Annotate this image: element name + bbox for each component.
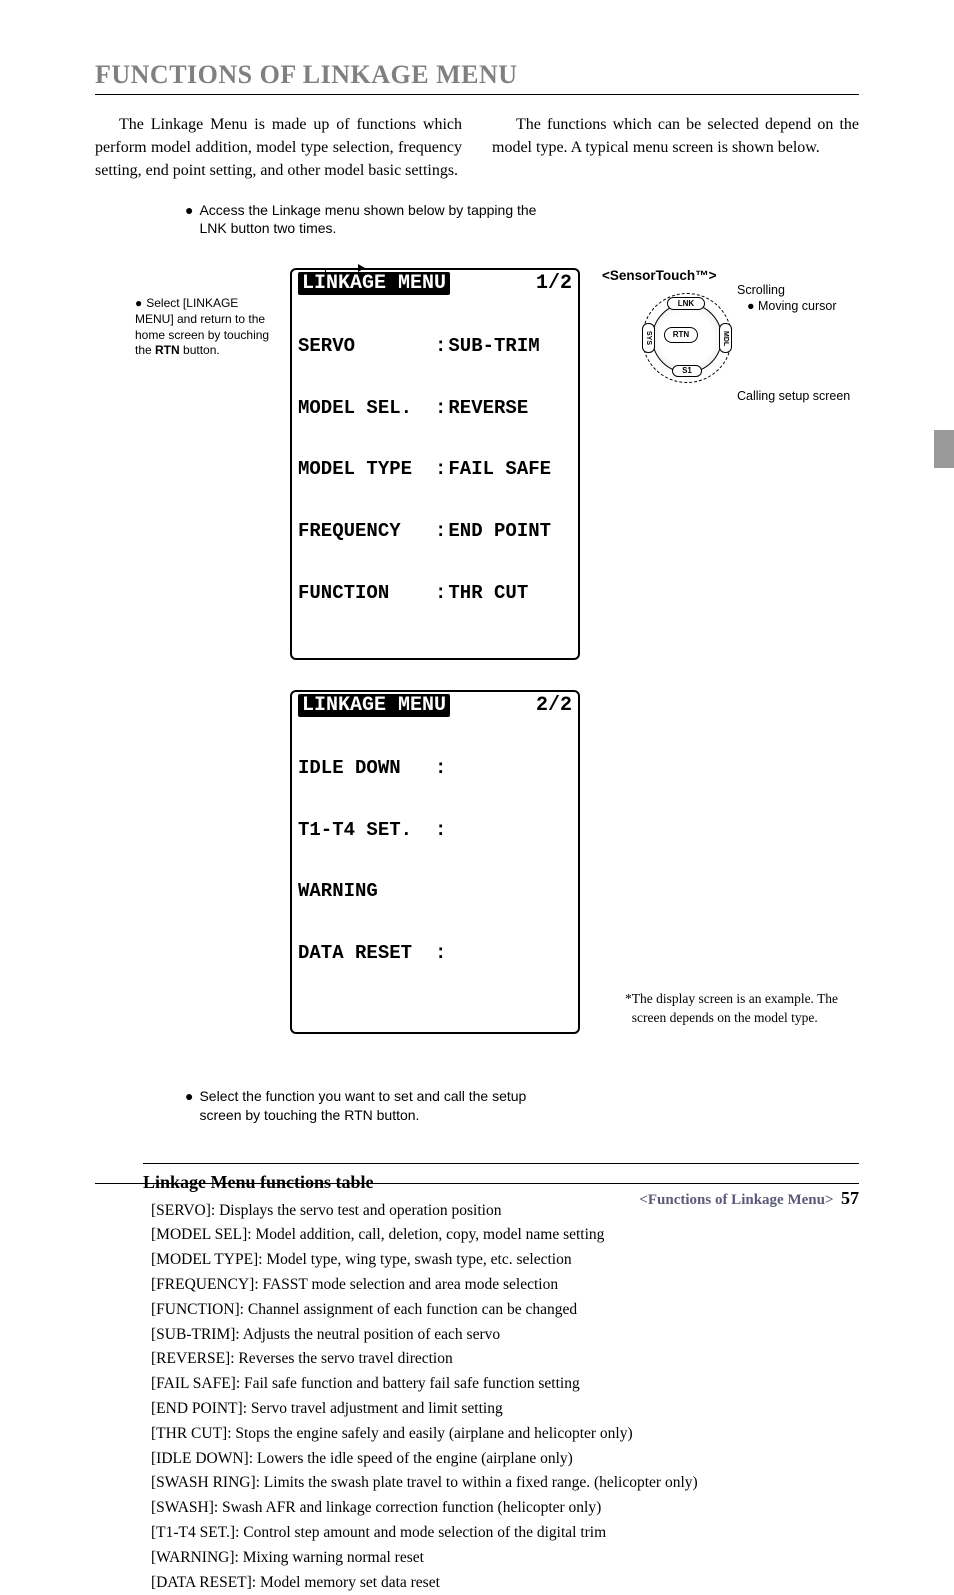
lcd2-l1: T1-T4 SET. (298, 820, 433, 841)
lnk-button-icon: LNK (667, 297, 705, 310)
func-item: [SUB-TRIM]: Adjusts the neutral position… (151, 1323, 859, 1348)
note-access-text: Access the Linkage menu shown below by t… (199, 201, 545, 239)
intro-col-left: The Linkage Menu is made up of functions… (95, 113, 462, 183)
intro-col-right: The functions which can be selected depe… (492, 113, 859, 183)
screen-row-1: ●Select [LINKAGE MENU] and return to the… (95, 268, 859, 660)
page-tab-marker (934, 430, 954, 468)
lcd1-r2: FAIL SAFE (448, 458, 551, 480)
lcd2-header: LINKAGE MENU 2/2 (292, 692, 578, 717)
func-item: [SWASH]: Swash AFR and linkage correctio… (151, 1496, 859, 1521)
note-return-post: button. (180, 343, 220, 357)
s1-button-icon: S1 (672, 365, 702, 377)
lcd1-l2: MODEL TYPE (298, 459, 433, 480)
lcd2-page: 2/2 (536, 694, 572, 717)
func-item: [END POINT]: Servo travel adjustment and… (151, 1397, 859, 1422)
lcd1-page: 1/2 (536, 272, 572, 295)
mdl-button-icon: MDL (719, 323, 732, 353)
intro-columns: The Linkage Menu is made up of functions… (95, 113, 859, 183)
note-select-function: ● Select the function you want to set an… (185, 1087, 565, 1125)
note-access: ● Access the Linkage menu shown below by… (185, 201, 545, 239)
lcd2-l2: WARNING (298, 881, 433, 902)
func-item: [WARNING]: Mixing warning normal reset (151, 1546, 859, 1571)
lcd2-l0: IDLE DOWN (298, 758, 433, 779)
bullet-icon: ● (185, 201, 193, 239)
lcd1-r4: THR CUT (448, 582, 528, 604)
sensortouch-diagram: LNK RTN S1 SYS MDL Scrolling ● Moving cu… (602, 285, 772, 405)
label-calling-setup: Calling setup screen (737, 389, 850, 403)
note-return-bold: RTN (155, 343, 180, 357)
rtn-button-icon: RTN (664, 327, 698, 343)
pointer-arrow-icon (358, 264, 365, 272)
lcd1-col-right: :SUB-TRIM :REVERSE :FAIL SAFE :END POINT… (433, 295, 551, 644)
sensortouch-heading: <SensorTouch™> (602, 268, 832, 283)
lcd1-r3: END POINT (448, 520, 551, 542)
lcd1-l3: FREQUENCY (298, 521, 433, 542)
lcd1-l0: SERVO (298, 336, 433, 357)
bullet-icon: ● (135, 296, 142, 310)
lcd1-r0: SUB-TRIM (448, 335, 539, 357)
lcd1-col-left: SERVO MODEL SEL. MODEL TYPE FREQUENCY FU… (298, 295, 433, 644)
lcd1-l1: MODEL SEL. (298, 398, 433, 419)
func-item: [DATA RESET]: Model memory set data rese… (151, 1571, 859, 1595)
lcd2-col-right: : : : (433, 717, 524, 1004)
page-title: FUNCTIONS OF LINKAGE MENU (95, 60, 859, 95)
label-scrolling: Scrolling (737, 283, 785, 297)
func-item: [FREQUENCY]: FASST mode selection and ar… (151, 1273, 859, 1298)
lcd2-col-left: IDLE DOWN T1-T4 SET. WARNING DATA RESET (298, 717, 433, 1004)
lcd-screen-2: LINKAGE MENU 2/2 IDLE DOWN T1-T4 SET. WA… (290, 690, 580, 1034)
lcd2-body: IDLE DOWN T1-T4 SET. WARNING DATA RESET … (292, 717, 578, 1032)
func-item: [IDLE DOWN]: Lowers the idle speed of th… (151, 1447, 859, 1472)
note-select-text: Select the function you want to set and … (199, 1087, 565, 1125)
func-item: [FAIL SAFE]: Fail safe function and batt… (151, 1372, 859, 1397)
page-footer: <Functions of Linkage Menu> 57 (95, 1183, 859, 1209)
lcd2-l3: DATA RESET (298, 943, 433, 964)
bullet-icon: ● (185, 1087, 193, 1125)
func-item: [THR CUT]: Stops the engine safely and e… (151, 1422, 859, 1447)
lcd1-l4: FUNCTION (298, 583, 433, 604)
func-item: [REVERSE]: Reverses the servo travel dir… (151, 1347, 859, 1372)
func-item: [FUNCTION]: Channel assignment of each f… (151, 1298, 859, 1323)
func-item: [T1-T4 SET.]: Control step amount and mo… (151, 1521, 859, 1546)
lcd2-title: LINKAGE MENU (298, 694, 450, 717)
func-item: [MODEL SEL]: Model addition, call, delet… (151, 1223, 859, 1248)
sensortouch-block: <SensorTouch™> LNK RTN S1 SYS MDL Scroll… (602, 268, 832, 405)
func-item: [MODEL TYPE]: Model type, wing type, swa… (151, 1248, 859, 1273)
footer-label: <Functions of Linkage Menu> (639, 1192, 833, 1208)
screen-row-2: LINKAGE MENU 2/2 IDLE DOWN T1-T4 SET. WA… (95, 690, 859, 1034)
note-return: ●Select [LINKAGE MENU] and return to the… (95, 296, 270, 358)
footer-page-number: 57 (841, 1188, 859, 1208)
lcd1-title: LINKAGE MENU (298, 272, 450, 295)
lcd1-body: SERVO MODEL SEL. MODEL TYPE FREQUENCY FU… (292, 295, 578, 658)
label-moving-cursor: ● Moving cursor (747, 299, 837, 313)
lcd1-r1: REVERSE (448, 397, 528, 419)
sys-button-icon: SYS (642, 323, 655, 353)
lcd-screen-1: LINKAGE MENU 1/2 SERVO MODEL SEL. MODEL … (290, 268, 580, 660)
func-item: [SWASH RING]: Limits the swash plate tra… (151, 1471, 859, 1496)
section-divider (143, 1163, 859, 1164)
functions-list: [SERVO]: Displays the servo test and ope… (151, 1199, 859, 1595)
